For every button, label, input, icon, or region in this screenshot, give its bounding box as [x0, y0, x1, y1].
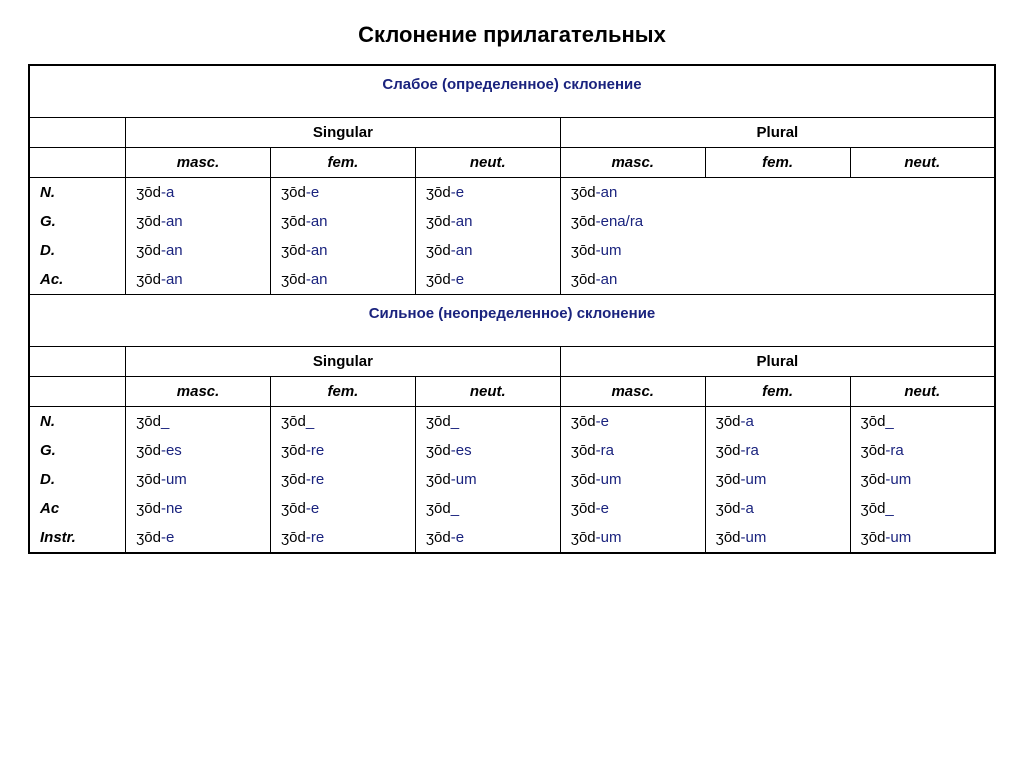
- case-label: G.: [29, 207, 126, 236]
- table-cell: ʒōd-ena/ra: [560, 207, 995, 236]
- case-label: Instr.: [29, 523, 126, 553]
- table-cell: ʒōd-an: [560, 178, 995, 208]
- table-cell: ʒōd-e: [415, 523, 560, 553]
- table-cell: ʒōd-an: [126, 265, 271, 295]
- table-cell: ʒōd-ra: [850, 436, 995, 465]
- case-label: Ac.: [29, 265, 126, 295]
- table-cell: ʒōd-um: [415, 465, 560, 494]
- case-label: D.: [29, 236, 126, 265]
- declension-table: Слабое (определенное) склонение Singular…: [28, 64, 996, 554]
- table-cell: ʒōd-ne: [126, 494, 271, 523]
- table-cell: ʒōd-e: [126, 523, 271, 553]
- case-label: Ac: [29, 494, 126, 523]
- gender-neut: neut.: [850, 377, 995, 407]
- table-cell: ʒōd-um: [126, 465, 271, 494]
- table-cell: ʒōd_: [415, 407, 560, 437]
- table-cell: ʒōd_: [850, 494, 995, 523]
- gender-fem: fem.: [270, 148, 415, 178]
- gender-masc: masc.: [126, 148, 271, 178]
- table-cell: ʒōd-um: [560, 236, 995, 265]
- gender-fem: fem.: [705, 148, 850, 178]
- case-label: G.: [29, 436, 126, 465]
- table-cell: ʒōd_: [270, 407, 415, 437]
- gender-masc: masc.: [560, 148, 705, 178]
- header-singular: Singular: [126, 118, 561, 148]
- header-singular: Singular: [126, 347, 561, 377]
- table-cell: ʒōd-um: [850, 523, 995, 553]
- header-plural: Plural: [560, 347, 995, 377]
- table-cell: ʒōd-e: [415, 178, 560, 208]
- gender-masc: masc.: [560, 377, 705, 407]
- table-cell: ʒōd-e: [560, 407, 705, 437]
- table-cell: ʒōd-e: [270, 178, 415, 208]
- table-cell: ʒōd-e: [560, 494, 705, 523]
- strong-section-title: Сильное (неопределенное) склонение: [29, 295, 995, 347]
- table-cell: ʒōd-um: [705, 523, 850, 553]
- page-title: Склонение прилагательных: [28, 22, 996, 48]
- table-cell: ʒōd-um: [705, 465, 850, 494]
- table-cell: ʒōd-a: [705, 494, 850, 523]
- case-label: D.: [29, 465, 126, 494]
- table-cell: ʒōd-es: [126, 436, 271, 465]
- table-cell: ʒōd-um: [560, 523, 705, 553]
- table-cell: ʒōd_: [850, 407, 995, 437]
- table-cell: ʒōd-e: [270, 494, 415, 523]
- gender-masc: masc.: [126, 377, 271, 407]
- table-cell: ʒōd-ra: [705, 436, 850, 465]
- table-cell: ʒōd-re: [270, 436, 415, 465]
- table-cell: ʒōd-a: [705, 407, 850, 437]
- case-label: N.: [29, 407, 126, 437]
- table-cell: ʒōd-a: [126, 178, 271, 208]
- table-cell: ʒōd-an: [126, 236, 271, 265]
- case-label: N.: [29, 178, 126, 208]
- table-cell: ʒōd-an: [415, 207, 560, 236]
- table-cell: ʒōd-um: [560, 465, 705, 494]
- gender-fem: fem.: [705, 377, 850, 407]
- table-cell: ʒōd-an: [270, 207, 415, 236]
- table-cell: ʒōd-an: [560, 265, 995, 295]
- table-cell: ʒōd-re: [270, 465, 415, 494]
- weak-section-title: Слабое (определенное) склонение: [29, 65, 995, 118]
- table-cell: ʒōd-an: [270, 265, 415, 295]
- table-cell: ʒōd-e: [415, 265, 560, 295]
- table-cell: ʒōd-es: [415, 436, 560, 465]
- header-plural: Plural: [560, 118, 995, 148]
- table-cell: ʒōd_: [126, 407, 271, 437]
- gender-fem: fem.: [270, 377, 415, 407]
- gender-neut: neut.: [415, 377, 560, 407]
- table-cell: ʒōd-um: [850, 465, 995, 494]
- table-cell: ʒōd-re: [270, 523, 415, 553]
- table-cell: ʒōd-an: [415, 236, 560, 265]
- table-cell: ʒōd-ra: [560, 436, 705, 465]
- table-cell: ʒōd_: [415, 494, 560, 523]
- gender-neut: neut.: [850, 148, 995, 178]
- table-cell: ʒōd-an: [126, 207, 271, 236]
- gender-neut: neut.: [415, 148, 560, 178]
- table-cell: ʒōd-an: [270, 236, 415, 265]
